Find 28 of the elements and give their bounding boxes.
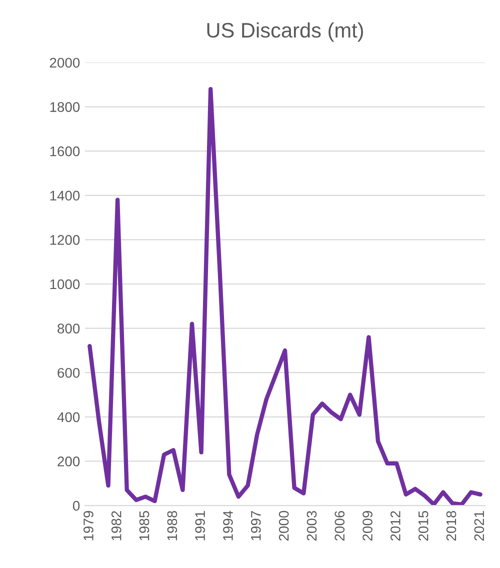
x-tick-label: 1979	[84, 511, 94, 540]
y-tick-label: 1600	[50, 146, 80, 156]
x-tick-label: 2000	[278, 510, 289, 541]
y-tick-label: 1000	[50, 279, 80, 290]
y-tick-label: 1200	[50, 235, 80, 245]
x-tick-label: 2006	[334, 510, 345, 541]
x-tick-label: 1997	[250, 511, 261, 540]
y-tick-label: 800	[58, 324, 80, 334]
x-tick-label: 2021	[474, 511, 484, 541]
y-tick-label: 400	[57, 412, 80, 422]
x-tick-label: 2018	[446, 510, 456, 541]
x-tick-label: 2015	[418, 510, 428, 541]
x-tick-label: 2009	[362, 511, 372, 541]
y-tick-label: 1800	[50, 102, 80, 112]
chart-title: US Discards (mt)	[207, 22, 363, 42]
y-tick-label: 1400	[50, 190, 80, 201]
x-tick-label: 2003	[306, 510, 317, 541]
x-tick-label: 1988	[167, 510, 178, 540]
x-tick-label: 1991	[195, 511, 206, 540]
x-tick-label: 1994	[223, 510, 233, 540]
x-tick-label: 2012	[390, 511, 400, 541]
y-tick-label: 200	[58, 456, 80, 466]
y-tick-label: 600	[58, 368, 80, 378]
x-tick-label: 1982	[111, 511, 122, 540]
x-tick-label: 1985	[139, 510, 150, 540]
y-tick-label: 0	[72, 500, 80, 511]
y-tick-label: 2000	[50, 58, 80, 68]
line-series	[88, 86, 482, 506]
